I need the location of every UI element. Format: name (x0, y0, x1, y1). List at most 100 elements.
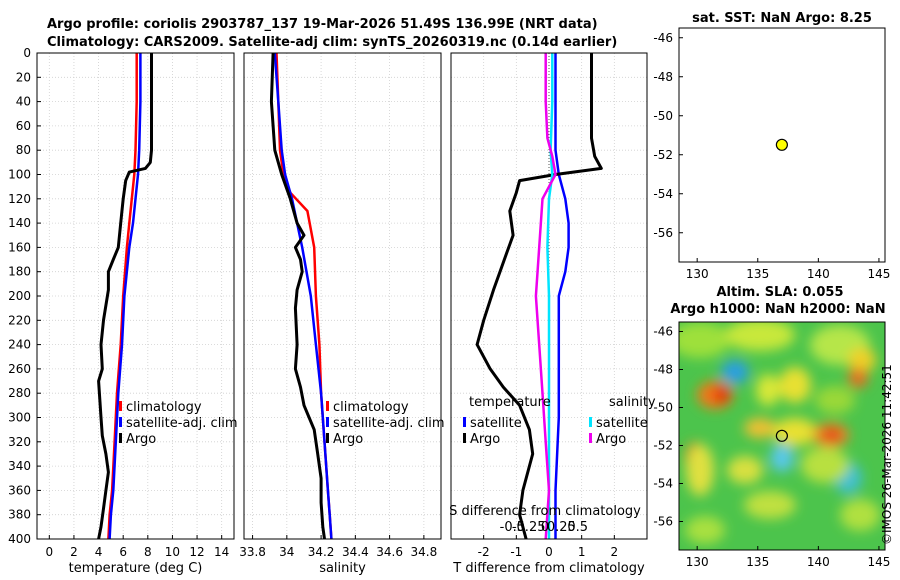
imos-credit: ©IMOS 26-Mar-2026 11:42:51 (880, 364, 894, 545)
y-tick-label: -50 (653, 401, 673, 415)
top-axis-label: S difference from climatology (449, 504, 641, 519)
x-tick-label: 34 (279, 545, 294, 559)
sla-heatmap (679, 322, 885, 550)
x-tick-label: 10 (165, 545, 180, 559)
y-tick-label: 120 (8, 192, 31, 206)
x-axis-label: T difference from climatology (452, 561, 645, 576)
top-tick-label: 0.5 (567, 520, 588, 535)
y-tick-label: 400 (8, 532, 31, 546)
series-s-argo (534, 53, 557, 540)
heat-blob (825, 429, 839, 441)
heat-blob (727, 456, 763, 484)
y-tick-label: 220 (8, 313, 31, 327)
legend-swatch (326, 401, 329, 411)
panel-difference: -2 -1 0 1 2 T difference from climatology temp… (449, 52, 656, 576)
heat-blob (840, 499, 880, 531)
y-tick-label: -52 (653, 148, 673, 162)
y-tick-label: 180 (8, 265, 31, 279)
heat-blob (779, 367, 811, 403)
x-tick-label: 2 (70, 545, 78, 559)
heat-blob (773, 418, 817, 446)
heat-blob (744, 418, 776, 438)
y-tick-label: -52 (653, 439, 673, 453)
heat-blob (815, 386, 855, 414)
y-tick-label: -56 (653, 515, 673, 529)
legend-label: satellite-adj. clim (333, 416, 445, 431)
x-tick-label: 135 (746, 555, 769, 569)
axes-frame (243, 52, 442, 540)
y-tick-label: -54 (653, 477, 673, 491)
y-tick-label: 100 (8, 168, 31, 182)
heat-blob (725, 322, 795, 351)
legend-swatch (463, 433, 466, 443)
x-tick-label: 34.6 (376, 545, 403, 559)
series-t-satellite (554, 53, 570, 539)
series-s-satellite (546, 53, 554, 539)
legend-label: climatology (333, 400, 409, 415)
x-tick-label: -1 (510, 545, 522, 559)
axes-frame (450, 52, 648, 540)
legend-swatch (119, 417, 122, 427)
legend-label: Argo (470, 432, 500, 447)
legend-swatch (119, 433, 122, 443)
y-tick-label: 0 (23, 46, 31, 60)
legend-swatch (326, 433, 329, 443)
y-tick-label: 140 (8, 216, 31, 230)
panel-sst_map: 130 135 140 145 -46 -48 -50 -52 -54 -56 (653, 27, 890, 281)
top-tick-label: 0 (541, 520, 549, 535)
series-satellite-adj-clim (273, 52, 333, 540)
legend-title: salinity (609, 395, 656, 410)
argo-position-marker (775, 138, 788, 151)
heat-blob (721, 360, 749, 384)
panel-sla_map: 130 135 140 145 -46 -48 -50 -52 -54 -56 (653, 321, 890, 569)
legend-title: temperature (469, 395, 551, 410)
y-tick-label: 80 (16, 143, 31, 157)
x-axis-label: salinity (319, 561, 366, 576)
y-tick-label: 380 (8, 508, 31, 522)
legend-swatch (463, 417, 466, 427)
legend-label: climatology (126, 400, 202, 415)
y-tick-label: -48 (653, 363, 673, 377)
heat-blob (744, 491, 796, 519)
x-tick-label: 34.8 (411, 545, 438, 559)
y-tick-label: 280 (8, 386, 31, 400)
y-tick-label: 300 (8, 411, 31, 425)
header-line-1: Argo profile: coriolis 2903787_137 19-Ma… (47, 17, 598, 32)
y-tick-label: 40 (16, 95, 31, 109)
heat-blob (756, 374, 780, 406)
map-frame (678, 27, 886, 263)
top-tick-label: 0.25 (547, 520, 576, 535)
x-tick-label: 130 (686, 555, 709, 569)
legend-label: Argo (596, 432, 626, 447)
heat-blob (679, 322, 730, 358)
x-tick-label: 8 (144, 545, 152, 559)
y-tick-label: 260 (8, 362, 31, 376)
heat-blob (848, 368, 868, 388)
top-tick-label: -0.25 (512, 520, 546, 535)
series-t-argo (475, 53, 603, 540)
y-tick-label: 320 (8, 435, 31, 449)
x-tick-label: 14 (214, 545, 229, 559)
heat-blob (801, 447, 849, 483)
x-tick-label: 6 (119, 545, 127, 559)
series-satellite-adj-clim (108, 53, 142, 540)
y-tick-label: -48 (653, 70, 673, 84)
panel-salinity: 33.8 34 34.2 34.4 34.6 34.8 salinity climatolog… (239, 52, 445, 576)
heat-blob (770, 444, 794, 472)
heatmap-field (679, 322, 880, 544)
y-tick-label: 60 (16, 119, 31, 133)
y-tick-label: 20 (16, 70, 31, 84)
x-tick-label: 4 (95, 545, 103, 559)
x-tick-label: 0 (545, 545, 553, 559)
sla-map-subtitle: Argo h1000: NaN h2000: NaN (670, 302, 885, 317)
header-line-2: Climatology: CARS2009. Satellite-adj cli… (47, 35, 617, 50)
y-tick-label: -56 (653, 226, 673, 240)
y-tick-label: 200 (8, 289, 31, 303)
y-tick-label: -46 (653, 31, 673, 45)
legend-label: Argo (126, 432, 156, 447)
x-tick-label: 1 (578, 545, 586, 559)
legend-label: satellite-adj. clim (126, 416, 238, 431)
x-tick-label: 12 (189, 545, 204, 559)
plot-area (244, 53, 441, 539)
x-tick-label: 140 (807, 555, 830, 569)
